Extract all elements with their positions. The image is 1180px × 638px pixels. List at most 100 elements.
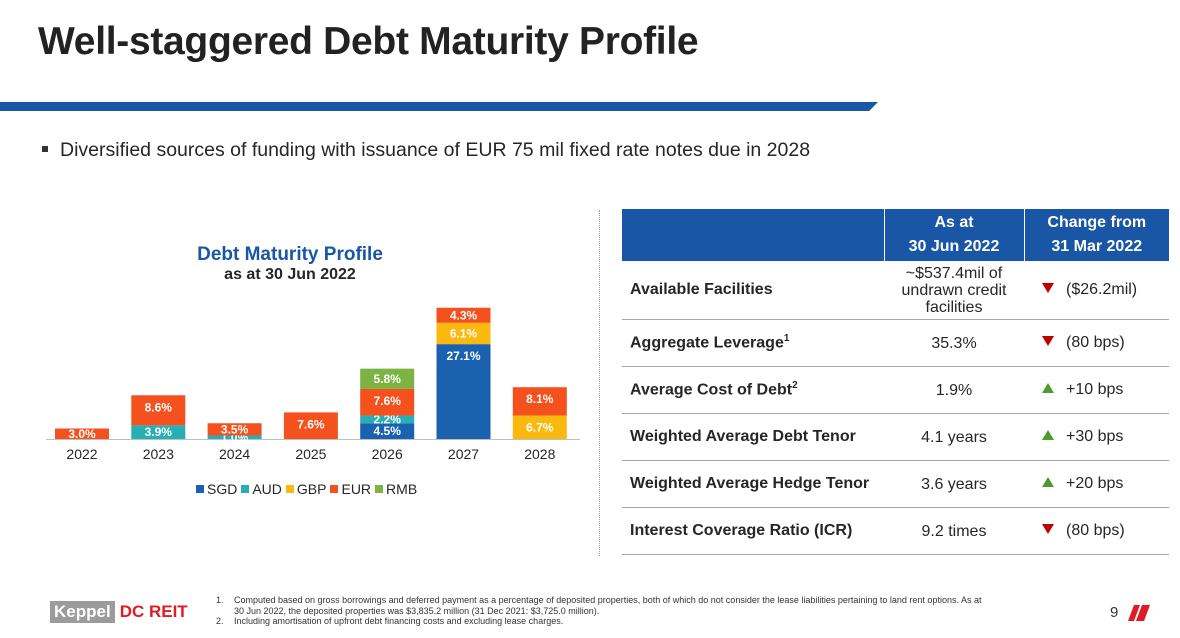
data-label: 4.5% (374, 424, 402, 438)
metric-value-line: undrawn credit (901, 281, 1007, 299)
metric-label: Weighted Average Hedge Tenor (622, 460, 884, 508)
capital-metrics-table: As at 30 Jun 2022 Change from 31 Mar 2022 … (622, 209, 1169, 555)
bar-segment-rmb (360, 368, 415, 389)
metric-label-text: Interest Coverage Ratio (ICR) (630, 522, 853, 539)
metric-label: Interest Coverage Ratio (ICR) (622, 507, 884, 555)
metric-value: 9.2 times (884, 507, 1024, 555)
x-tick-label: 2023 (143, 446, 174, 462)
slide-title: Well-staggered Debt Maturity Profile (38, 20, 699, 63)
header-change-line1: Change from (1047, 214, 1147, 231)
bar-segment-eur (436, 307, 491, 323)
metric-value: ~$537.4mil of undrawn credit facilities (884, 261, 1024, 320)
data-label: 27.1% (446, 349, 480, 363)
metric-label: Aggregate Leverage1 (622, 319, 884, 367)
data-label: 5.8% (374, 372, 402, 386)
legend-item: SGD (196, 481, 237, 497)
metric-change: +30 bps (1024, 413, 1169, 461)
footnote-item: 1. Computed based on gross borrowings and… (216, 595, 986, 616)
metric-value-line: 1.9% (935, 381, 973, 399)
company-logo: Keppel DC REIT (50, 601, 188, 623)
metric-change-text: ($26.2mil) (1066, 281, 1138, 298)
arrow-down-icon (1042, 282, 1054, 293)
logo-dc-reit: DC REIT (119, 602, 188, 621)
arrow-up-icon (1042, 382, 1054, 393)
table-row: Available Facilities ~$537.4mil of undrawn… (622, 261, 1169, 320)
data-label: 7.6% (374, 394, 402, 408)
legend-label: GBP (296, 481, 327, 497)
table-header-change: Change from 31 Mar 2022 (1024, 209, 1169, 261)
page-marker-icon (1128, 605, 1150, 621)
x-tick-label: 2024 (219, 446, 250, 462)
metric-value-line: 9.2 times (921, 522, 987, 540)
metric-value: 1.9% (884, 366, 1024, 414)
metric-value-line: facilities (925, 298, 983, 316)
legend-swatch (375, 485, 384, 493)
x-tick-label: 2025 (295, 446, 326, 462)
data-label: 3.0% (68, 427, 96, 441)
bar-segment-aud (207, 435, 262, 439)
legend-item: EUR (330, 481, 371, 497)
bullet-point: Diversified sources of funding with issu… (42, 139, 810, 162)
header-as-at-line1: As at (934, 214, 974, 231)
metric-change: (80 bps) (1024, 507, 1169, 555)
legend-swatch (285, 485, 294, 493)
data-label: 2.2% (374, 412, 402, 426)
metric-value-line: ~$537.4mil of (905, 264, 1003, 282)
table-header-blank (622, 209, 885, 261)
footnote-text: Including amortisation of upfront debt f… (234, 616, 564, 626)
metric-label-text: Weighted Average Hedge Tenor (630, 475, 870, 492)
bar-segment-eur (207, 423, 262, 436)
metric-value-line: 3.6 years (921, 475, 987, 493)
metric-change: ($26.2mil) (1024, 261, 1169, 320)
title-underline-bar (0, 102, 878, 111)
data-label: 8.6% (145, 400, 173, 414)
bar-segment-eur (283, 412, 338, 439)
logo-keppel: Keppel (50, 601, 115, 623)
legend-label: RMB (386, 481, 418, 497)
bar-segment-eur (512, 387, 567, 416)
table-header-as-at: As at 30 Jun 2022 (884, 209, 1025, 261)
bar-segment-eur (55, 428, 109, 439)
bar-segment-aud (360, 415, 415, 424)
legend-label: AUD (252, 481, 282, 497)
bar-segment-gbp (512, 415, 567, 439)
metric-change-text: (80 bps) (1066, 522, 1125, 539)
data-label: 8.1% (526, 392, 554, 406)
table-row: Interest Coverage Ratio (ICR) 9.2 times (8… (622, 507, 1169, 555)
bar-segment-gbp (436, 322, 491, 345)
x-tick-label: 2027 (448, 446, 479, 462)
chart-subtitle: as at 30 Jun 2022 (224, 266, 356, 283)
legend-swatch (196, 485, 204, 493)
metric-value-line: 35.3% (931, 334, 977, 352)
section-divider (599, 210, 600, 556)
metric-change: +20 bps (1024, 460, 1169, 508)
metric-label: Average Cost of Debt2 (622, 366, 884, 414)
footnote-item: 2. Including amortisation of upfront debt… (216, 616, 986, 627)
legend-label: EUR (341, 481, 372, 497)
legend-item: GBP (285, 481, 327, 497)
debt-maturity-chart: 3.0%20223.9%8.6%20231.0%3.5%20247.6%2025… (46, 307, 580, 462)
arrow-down-icon (1042, 523, 1054, 534)
table-row: Average Cost of Debt2 1.9% +10 bps (622, 366, 1169, 414)
bullet-square-icon (42, 145, 48, 152)
data-label: 4.3% (450, 308, 478, 322)
bar-segment-sgd (360, 423, 415, 439)
metric-change: (80 bps) (1024, 319, 1169, 367)
metric-label-text: Aggregate Leverage (630, 334, 784, 352)
x-tick-label: 2028 (524, 446, 555, 462)
metric-label: Available Facilities (622, 261, 884, 320)
legend-item: RMB (375, 481, 417, 497)
metric-label-text: Available Facilities (630, 281, 773, 298)
bar-segment-eur (131, 395, 186, 426)
metric-change-text: +20 bps (1066, 475, 1124, 492)
bar-segment-sgd (436, 344, 491, 439)
data-label: 7.6% (297, 417, 325, 431)
footnote-ref: 2 (792, 380, 798, 392)
arrow-down-icon (1042, 335, 1054, 346)
footnote-number: 1. (216, 595, 224, 605)
metric-value: 4.1 years (884, 413, 1024, 461)
metric-change: +10 bps (1024, 366, 1169, 414)
bullet-text: Diversified sources of funding with issu… (60, 139, 811, 161)
legend-label: SGD (207, 481, 238, 497)
chart-legend: SGD AUD GBP EUR RMB (196, 481, 417, 497)
